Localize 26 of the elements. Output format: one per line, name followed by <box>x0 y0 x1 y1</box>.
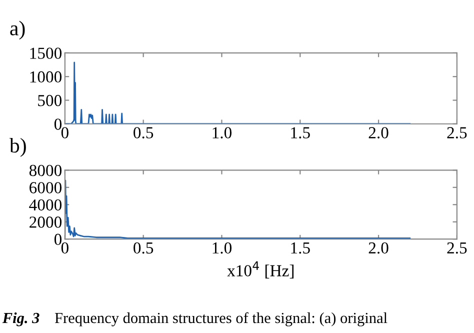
y-tick-label: 2000 <box>30 216 62 228</box>
x-tick-label: 1.5 <box>291 242 310 254</box>
y-tick-label: 4000 <box>29 199 62 211</box>
y-tick-label: 1000 <box>30 71 62 83</box>
y-tick-label: 1500 <box>30 48 62 59</box>
x-tick-label: 1.5 <box>291 127 310 138</box>
y-tick-label: 6000 <box>30 182 62 194</box>
x-tick-label: 2.0 <box>368 127 388 138</box>
x-tick-label: 2.0 <box>368 242 388 254</box>
line-series <box>64 62 411 124</box>
chart-title: a) <box>10 20 25 40</box>
y-tick-label: 500 <box>38 94 62 106</box>
caption: Fig. 3 <box>2 312 40 326</box>
text: Frequency domain structures of the signal: (a) original <box>54 312 388 326</box>
x-tick-label: 0.5 <box>134 242 154 254</box>
x-axis-title: x10$^{4}$ [Hz] <box>227 261 294 278</box>
chart-title: b) <box>9 138 26 157</box>
line-series <box>64 180 411 240</box>
x-tick-label: 2.5 <box>447 127 467 138</box>
x-tick-label: 1.0 <box>212 242 232 254</box>
x-tick-label: 2.5 <box>447 242 467 254</box>
y-tick-label: 8000 <box>29 164 62 176</box>
y-tick-label: 0 <box>54 234 62 246</box>
x-tick-label: 1.0 <box>212 127 232 138</box>
x-tick-label: 0.5 <box>134 127 154 138</box>
y-tick-label: 0 <box>54 118 62 130</box>
